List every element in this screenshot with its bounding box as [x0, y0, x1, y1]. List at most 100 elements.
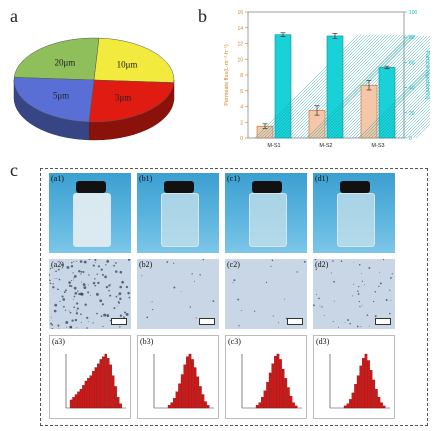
particle-dot [92, 264, 95, 267]
particle-dot [76, 327, 78, 329]
particle-dot [141, 275, 143, 277]
particle-dot [360, 273, 362, 274]
right-tick-label: 40 [409, 86, 415, 92]
hist-bar [281, 368, 285, 409]
particle-dot [73, 279, 75, 281]
right-tick-label: 20 [409, 111, 415, 117]
particle-dot [88, 274, 90, 276]
bar-hatch [415, 123, 430, 139]
histogram-label: (b3) [140, 337, 154, 346]
vial-cap [252, 181, 282, 193]
particle-dot [114, 270, 118, 273]
scale-bar [375, 318, 391, 325]
particle-dot [66, 265, 70, 269]
hist-bar [175, 391, 179, 409]
particle-dot [51, 328, 54, 329]
particle-dot [68, 284, 72, 287]
bar-hatch [400, 108, 430, 139]
particle-dot [349, 322, 351, 325]
particle-dot [379, 282, 382, 285]
bar-hatch [257, 34, 362, 139]
particle-dot [49, 279, 51, 281]
bar-hatch [361, 69, 430, 139]
particle-dot [303, 260, 306, 263]
hist-bar [79, 388, 83, 409]
particle-dot [52, 283, 55, 285]
particle-dot [270, 265, 272, 267]
particle-dot [119, 285, 123, 289]
panel-label-b: b [198, 6, 207, 26]
micrograph: (b2) [137, 259, 219, 329]
particle-dot [110, 283, 112, 285]
particle-dot [92, 281, 96, 285]
particle-dot [103, 313, 107, 317]
particle-dot [79, 260, 83, 263]
right-tick-label: 100 [409, 10, 418, 16]
particle-dot [340, 260, 343, 262]
hist-bar [369, 370, 373, 409]
particle-dot [115, 295, 118, 298]
particle-dot [97, 281, 100, 285]
particle-dot [50, 322, 53, 325]
particle-dot [127, 259, 131, 261]
hist-bar [372, 379, 376, 409]
particle-dot [57, 268, 60, 271]
hist-bar [196, 376, 200, 409]
particle-dot [358, 286, 360, 288]
particle-dot [237, 298, 240, 301]
particle-dot [352, 295, 354, 297]
particle-dot [337, 326, 340, 328]
particle-dot [95, 292, 99, 296]
vial-photo: (a1) [49, 173, 131, 253]
y-axis-left-label: Permeate flux(L·m⁻²·h⁻¹) [224, 44, 230, 106]
bar-hatch [373, 81, 430, 139]
bar-chart: 0246810121416020406080100Permeate flux(L… [224, 10, 430, 149]
pie-slice [13, 37, 100, 81]
particle-dot [82, 271, 85, 274]
particle-dot [374, 315, 377, 318]
hist-bar [382, 405, 386, 409]
vial-photo: (b1) [137, 173, 219, 253]
particle-dot [330, 272, 332, 274]
hist-bar [279, 359, 282, 409]
bar-hatch [358, 67, 430, 139]
particle-dot [379, 271, 380, 273]
particle-dot [63, 291, 66, 294]
hist-bar [104, 353, 108, 409]
particle-dot [356, 325, 359, 328]
particle-dot [73, 306, 76, 309]
vial-label: (d1) [315, 174, 329, 183]
particle-dot [72, 299, 74, 301]
particle-dot [105, 285, 109, 289]
particle-dot [333, 300, 335, 302]
particle-dot [366, 314, 369, 317]
hist-bar [69, 399, 73, 409]
particle-dot [56, 278, 58, 280]
particle-dot [54, 303, 58, 307]
particle-dot [68, 310, 70, 312]
particle-dot [125, 312, 129, 316]
micrograph: (c2) [225, 259, 307, 329]
scale-bar [199, 318, 215, 325]
right-tick-label: 0 [409, 136, 412, 142]
bar-hatch [391, 99, 430, 139]
particle-dot [296, 271, 298, 273]
hist-bar [102, 356, 105, 409]
particle-dot [49, 274, 51, 276]
particle-dot [116, 305, 118, 307]
hist-bar [359, 365, 363, 409]
left-tick-label: 10 [237, 57, 243, 63]
hist-bar [367, 360, 370, 409]
size-histogram: (d3) [313, 335, 395, 419]
hist-bar [87, 378, 90, 409]
left-tick-label: 8 [240, 73, 243, 79]
hist-bar [362, 358, 365, 409]
particle-dot [76, 302, 79, 305]
flux-bar [360, 84, 378, 139]
hist-bar [72, 397, 75, 409]
particle-dot [332, 260, 334, 262]
bar-hatch [388, 96, 430, 139]
particle-dot [233, 279, 236, 282]
bar-hatch [360, 68, 430, 139]
bar-hatch [412, 120, 430, 139]
